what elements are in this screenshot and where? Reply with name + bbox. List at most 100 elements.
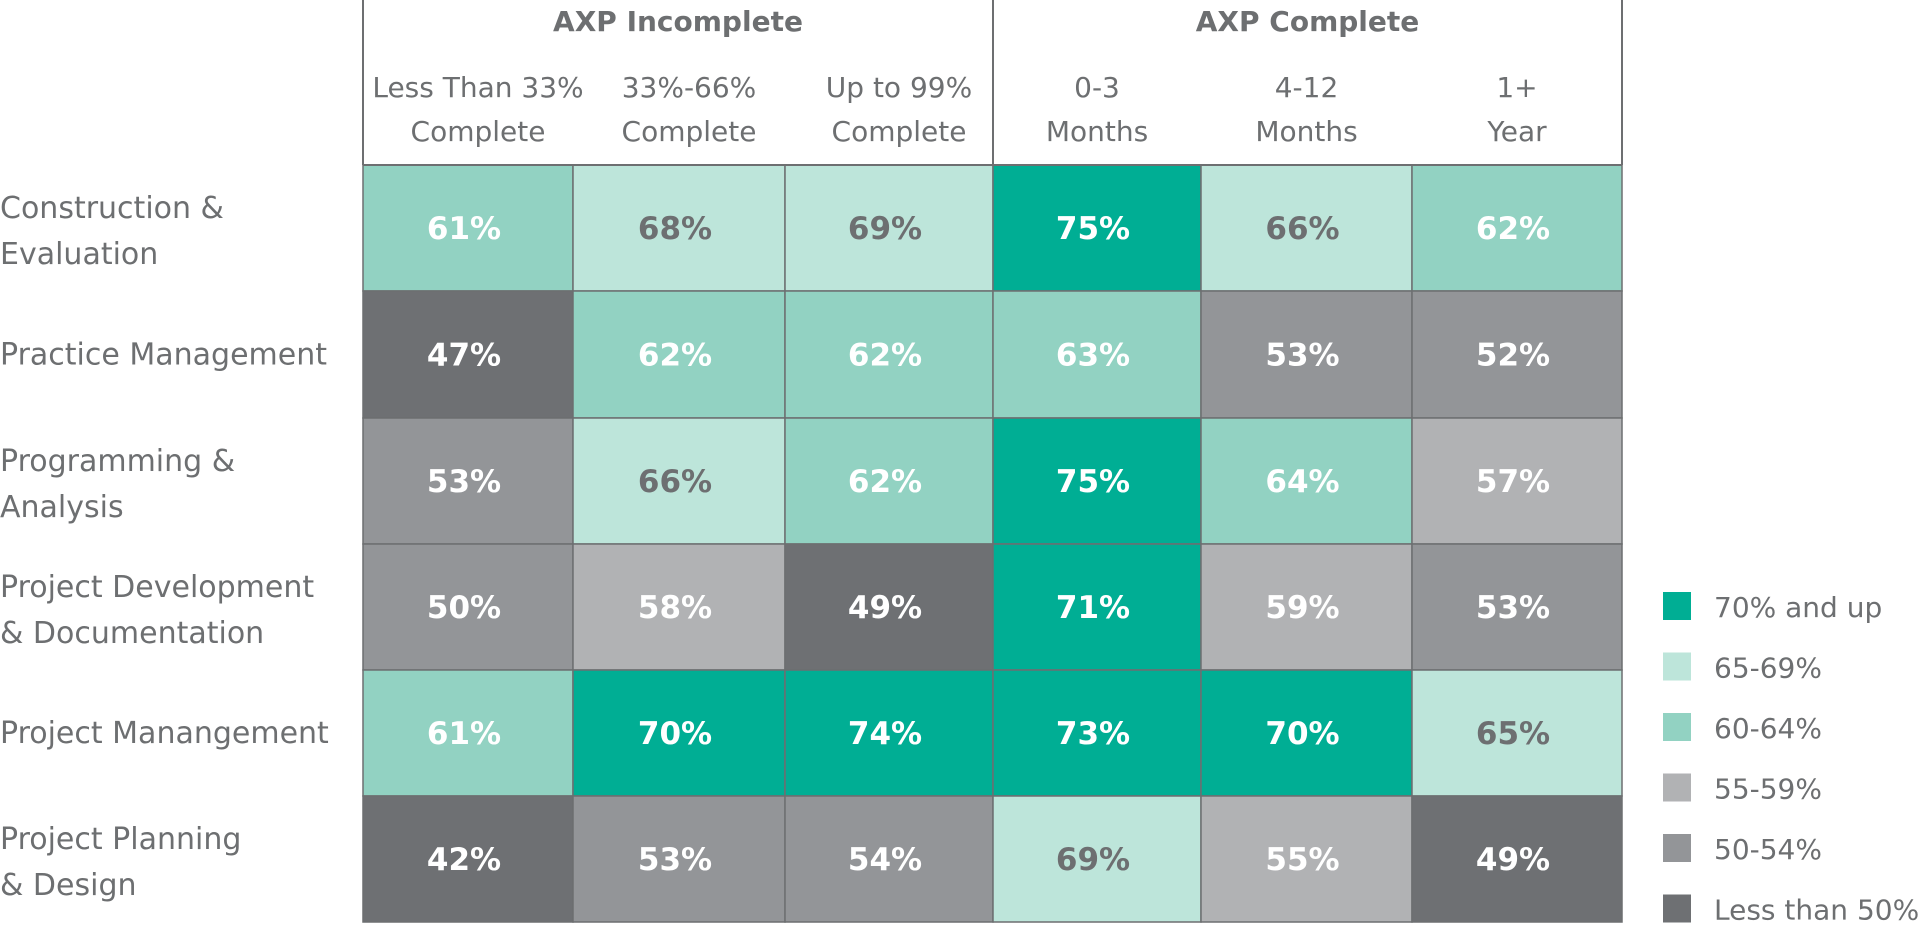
heatmap-cell (362, 543, 574, 671)
column-label: Complete (622, 115, 757, 148)
column-label: 1+ (1496, 71, 1537, 104)
row-label: Practice Management (0, 338, 327, 373)
group-title: AXP Incomplete (553, 5, 803, 38)
heatmap-cell (572, 290, 786, 419)
row-label: Construction & (0, 191, 224, 226)
legend-label: 65-69% (1714, 652, 1822, 685)
cell-value-label: 70% (1265, 716, 1339, 752)
cell-value-label: 64% (1265, 464, 1339, 500)
row-label: & Design (0, 868, 137, 903)
heatmap-cell (784, 543, 994, 671)
cell-value-label: 53% (638, 842, 712, 878)
group-title: AXP Complete (1196, 5, 1420, 38)
heatmap-cell (992, 290, 1202, 419)
cell-value-label: 63% (1056, 338, 1130, 374)
row-labels: Construction & Evaluation Practice Managem… (0, 191, 329, 903)
cell-value-label: 62% (638, 338, 712, 374)
cell-value-label: 65% (1476, 716, 1550, 752)
cell-value-label: 61% (427, 211, 501, 247)
cell-value-label: 55% (1265, 842, 1339, 878)
legend-swatch (1663, 834, 1691, 862)
cell-value-label: 66% (638, 464, 712, 500)
heatmap-cell (1411, 417, 1623, 545)
cell-value-label: 66% (1265, 211, 1339, 247)
heatmap-cell (1411, 543, 1623, 671)
heatmap-cell (1200, 669, 1413, 797)
cell-value-label: 75% (1056, 211, 1130, 247)
legend-swatch (1663, 894, 1691, 923)
column-label: 33%-66% (622, 71, 757, 104)
heatmap-cell (362, 795, 574, 923)
cell-value-label: 58% (638, 590, 712, 626)
cell-value-label: 68% (638, 211, 712, 247)
legend-swatch (1663, 773, 1691, 802)
column-label: 0-3 (1074, 71, 1120, 104)
legend-label: 60-64% (1714, 712, 1822, 745)
legend-swatch (1663, 713, 1691, 741)
cell-value-label: 62% (848, 464, 922, 500)
heatmap-cell (992, 669, 1202, 797)
column-label: Months (1255, 115, 1357, 148)
heatmap-grid: 61% 68% 69% 75% 66% 62% 47% 62% 62% 63% 53% 52% 53% 6… (362, 164, 1623, 923)
heatmap-cell (1411, 164, 1623, 292)
heatmap-cell (572, 164, 786, 292)
cell-value-label: 57% (1476, 464, 1550, 500)
row-label: Project Planning (0, 822, 241, 857)
cell-value-label: 53% (1265, 338, 1339, 374)
row-label: Programming & (0, 444, 235, 479)
heatmap-cell (992, 543, 1202, 671)
cell-value-label: 74% (848, 716, 922, 752)
cell-value-label: 69% (1056, 842, 1130, 878)
column-label: Less Than 33% (372, 71, 583, 104)
heatmap-cell (992, 417, 1202, 545)
column-label: Up to 99% (826, 71, 972, 104)
cell-value-label: 47% (427, 338, 501, 374)
heatmap-cell (362, 417, 574, 545)
heatmap-cell (784, 417, 994, 545)
heatmap-cell (1411, 795, 1623, 923)
cell-value-label: 42% (427, 842, 501, 878)
column-label: Months (1046, 115, 1148, 148)
legend-label: Less than 50% (1714, 894, 1919, 927)
heatmap-cell (1200, 417, 1413, 545)
cell-value-label: 62% (1476, 211, 1550, 247)
column-label: 4-12 (1275, 71, 1339, 104)
cell-value-label: 75% (1056, 464, 1130, 500)
legend-swatch (1663, 652, 1691, 681)
cell-value-label: 50% (427, 590, 501, 626)
heatmap-cell (784, 669, 994, 797)
cell-value-label: 53% (427, 464, 501, 500)
cell-value-label: 49% (1476, 842, 1550, 878)
heatmap-cell (362, 669, 574, 797)
cell-value-label: 62% (848, 338, 922, 374)
legend-label: 70% and up (1714, 591, 1882, 624)
heatmap-cell (992, 795, 1202, 923)
heatmap-cell (362, 164, 574, 292)
heatmap-cell (572, 417, 786, 545)
cell-value-label: 73% (1056, 716, 1130, 752)
column-label: Complete (832, 115, 967, 148)
heatmap-cell (1200, 795, 1413, 923)
heatmap-cell (1200, 543, 1413, 671)
legend-swatch (1663, 592, 1691, 620)
legend-label: 50-54% (1714, 833, 1822, 866)
cell-value-label: 61% (427, 716, 501, 752)
cell-value-label: 49% (848, 590, 922, 626)
cell-value-label: 54% (848, 842, 922, 878)
heatmap-cell (1200, 164, 1413, 292)
row-label: Analysis (0, 490, 124, 525)
row-label: Project Manangement (0, 716, 329, 751)
column-label: Year (1486, 115, 1547, 148)
cell-value-label: 70% (638, 716, 712, 752)
heatmap-cell (992, 164, 1202, 292)
column-label: Complete (411, 115, 546, 148)
cell-value-label: 59% (1265, 590, 1339, 626)
row-label: & Documentation (0, 616, 264, 651)
heatmap-cell (1411, 290, 1623, 419)
legend: 70% and up 65-69% 60-64% 55-59% 50-54% Less t… (1663, 591, 1919, 927)
column-headers: AXP Incomplete AXP Complete Less Than 33% C… (362, 0, 1623, 166)
heatmap-cell (572, 543, 786, 671)
heatmap-cell (1411, 669, 1623, 797)
cell-value-label: 69% (848, 211, 922, 247)
legend-label: 55-59% (1714, 773, 1822, 806)
